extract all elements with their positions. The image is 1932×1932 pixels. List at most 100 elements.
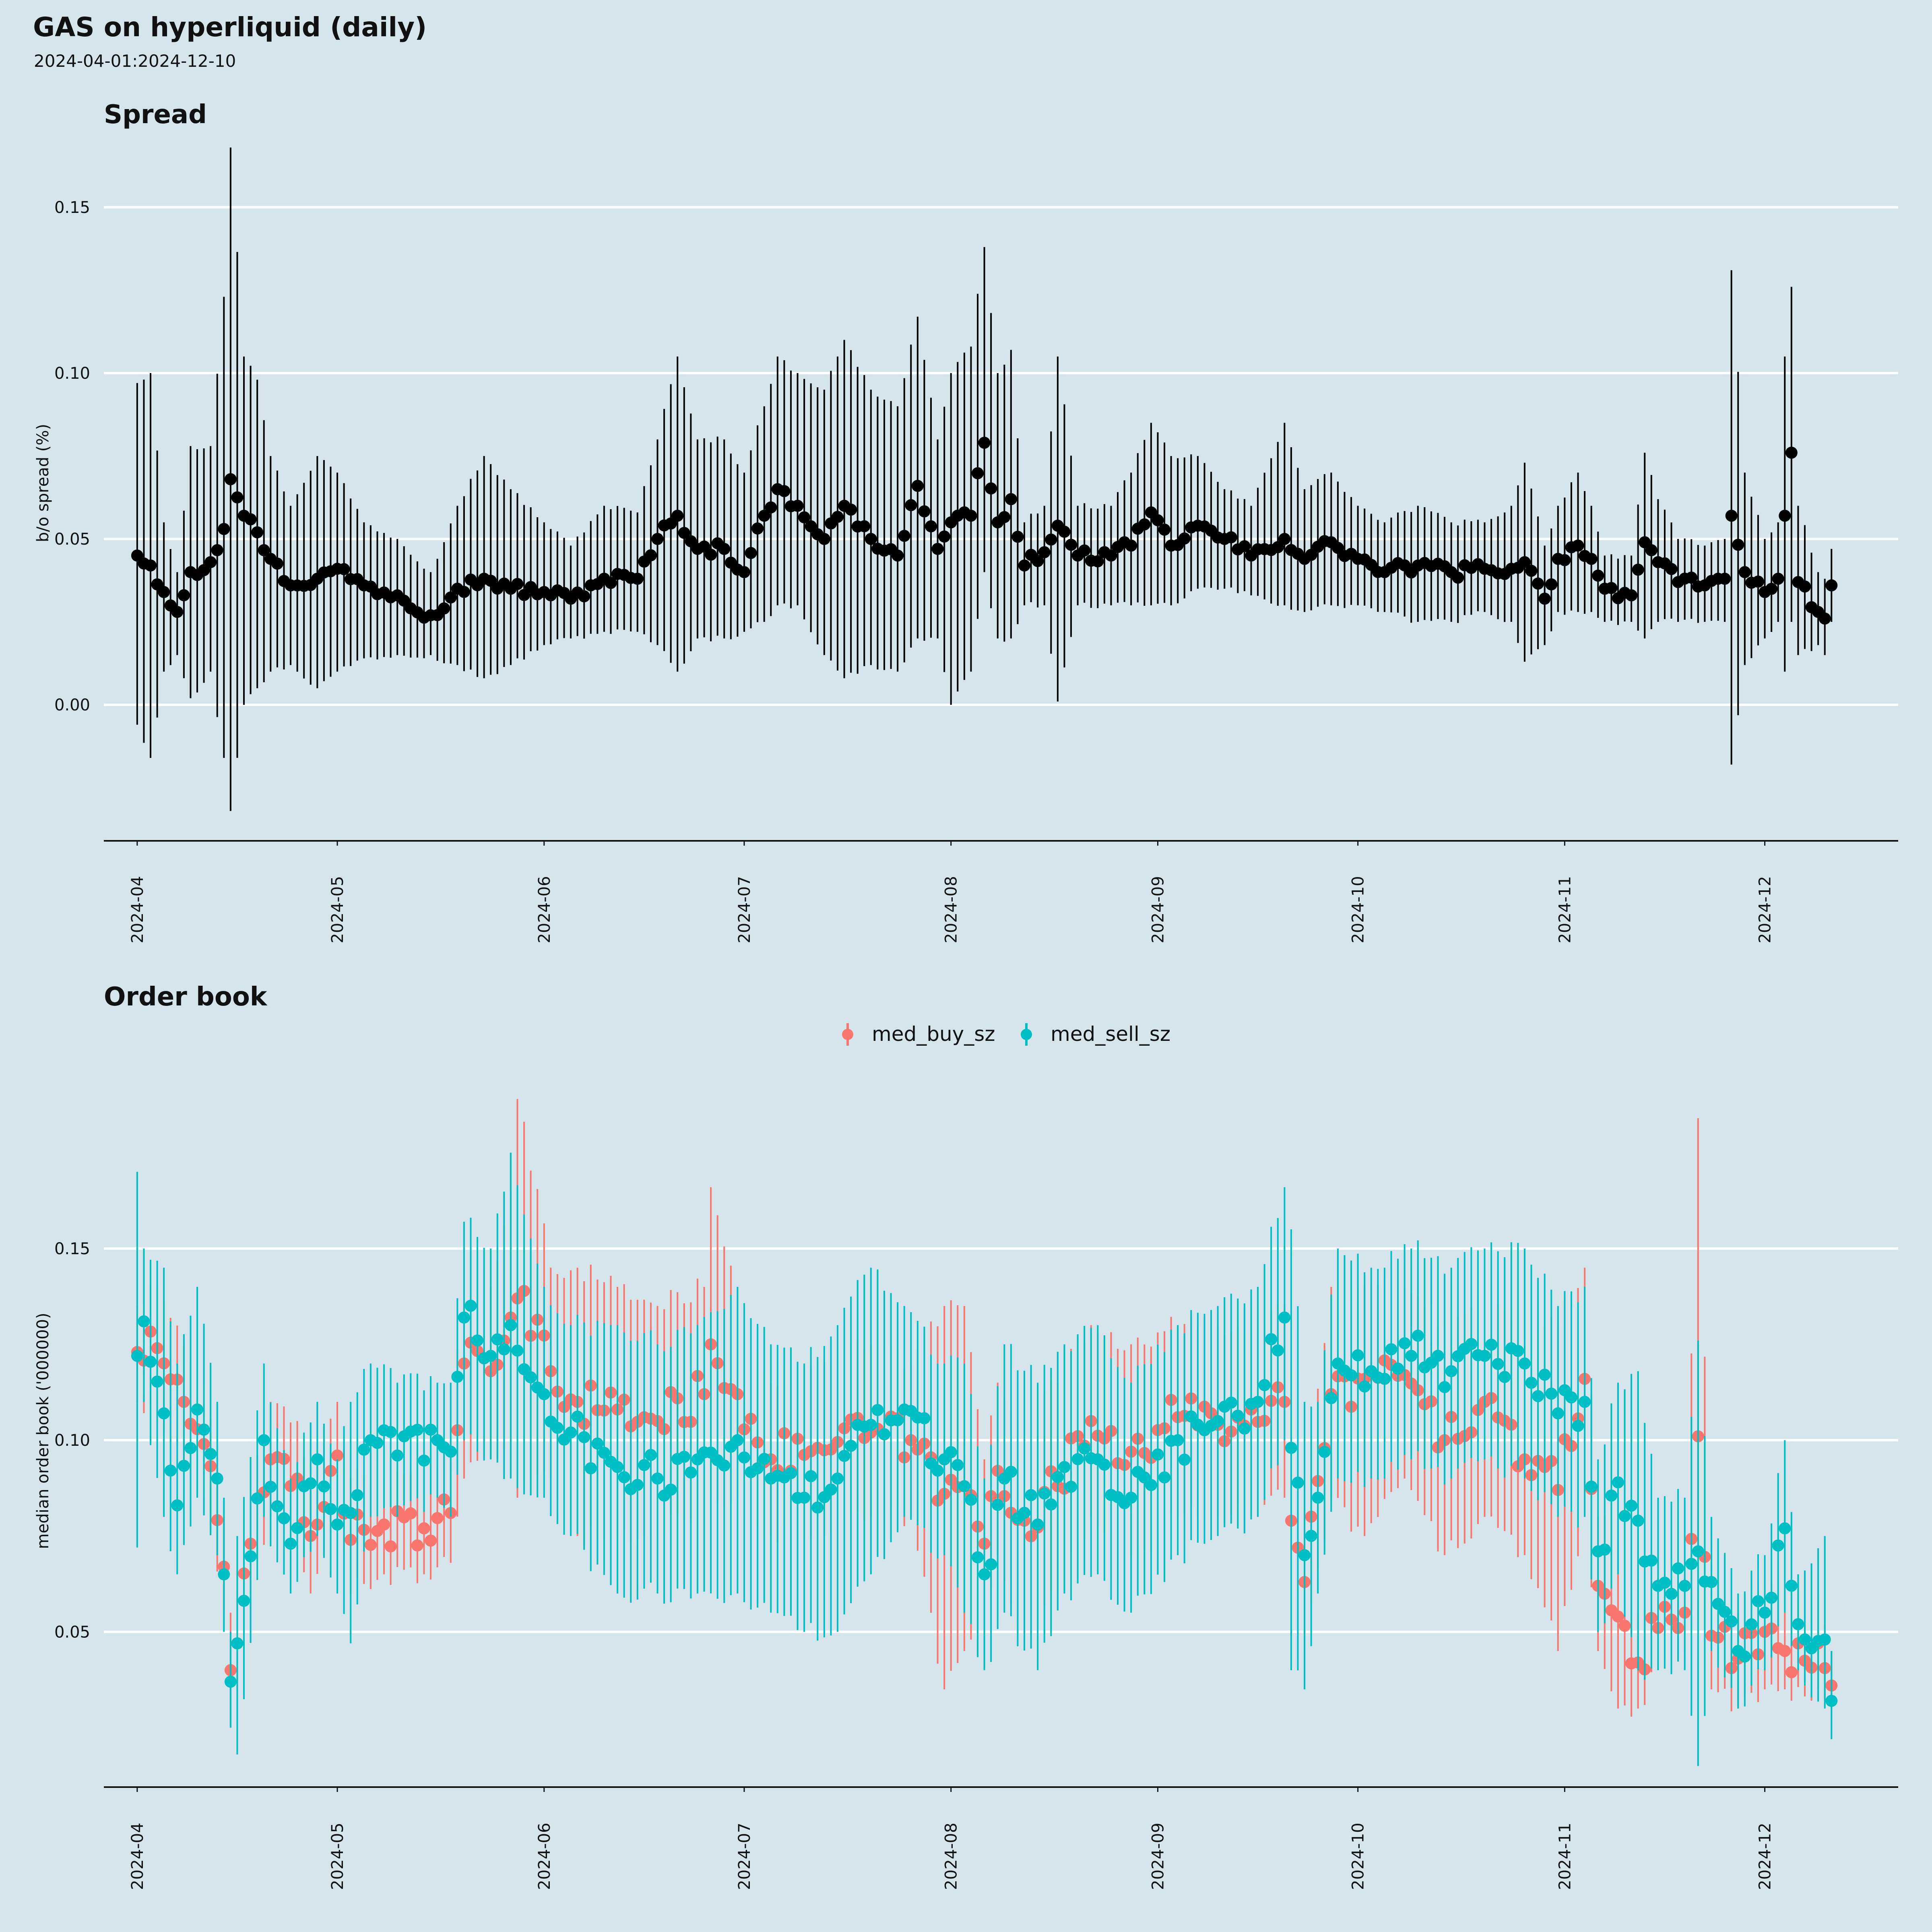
med-sell-sz-point (1579, 1395, 1591, 1408)
med-sell-sz-point (485, 1350, 497, 1362)
med-sell-sz-point (1545, 1387, 1558, 1400)
med-sell-sz-point (611, 1461, 624, 1473)
med-sell-sz-point (504, 1319, 517, 1331)
med-sell-sz-point (345, 1507, 357, 1519)
med-sell-sz-point (224, 1676, 237, 1688)
med-sell-sz-point (191, 1403, 204, 1416)
med-sell-sz-point (1618, 1510, 1631, 1522)
order-book-x-tick-label: 2024-11 (1556, 1823, 1574, 1890)
med-buy-sz-point (418, 1522, 430, 1535)
med-sell-sz-point (184, 1442, 197, 1454)
med-sell-sz-point (211, 1472, 223, 1485)
med-sell-sz-point (1678, 1580, 1691, 1592)
med-sell-sz-point (1525, 1377, 1538, 1389)
med-sell-sz-point (784, 1467, 797, 1479)
med-sell-sz-point (1145, 1479, 1157, 1491)
med-sell-sz-point (464, 1300, 477, 1312)
spread-point (578, 590, 590, 603)
med-sell-sz-point (1798, 1633, 1811, 1646)
spread-point (1045, 533, 1057, 546)
order-book-x-tick-label: 2024-08 (942, 1823, 961, 1890)
med-sell-sz-point (285, 1538, 297, 1550)
spread-point (791, 500, 804, 512)
legend-buy-label: med_buy_sz (872, 1022, 995, 1046)
spread-point (858, 520, 871, 533)
spread-point (751, 522, 764, 535)
med-sell-sz-point (1485, 1338, 1498, 1351)
med-sell-sz-point (685, 1466, 697, 1479)
spread-point (1125, 539, 1137, 552)
order-book-x-tick-label: 2024-07 (735, 1823, 754, 1890)
spread-panel: Spread 0.000.050.100.15 2024-04 2024-05 20… (34, 100, 1898, 943)
med-sell-sz-point (805, 1470, 817, 1482)
med-sell-sz-point (991, 1499, 1004, 1511)
med-sell-sz-point (204, 1448, 217, 1460)
spread-point (1632, 564, 1644, 576)
spread-point (511, 578, 524, 590)
med-sell-sz-point (1392, 1362, 1404, 1375)
med-sell-sz-point (1785, 1579, 1798, 1592)
med-sell-sz-point (718, 1459, 731, 1472)
spread-point (1725, 510, 1738, 522)
spread-point (1685, 572, 1698, 584)
spread-point (1572, 539, 1584, 552)
figure-title: GAS on hyperliquid (daily) (33, 12, 427, 43)
med-sell-sz-point (1378, 1373, 1391, 1385)
spread-point (1525, 565, 1538, 577)
spread-x-tick-label: 2024-11 (1556, 876, 1574, 943)
spread-point (938, 530, 951, 543)
legend-sell-swatch-dot (1021, 1029, 1032, 1040)
spread-point (971, 467, 984, 479)
spread-point (244, 513, 257, 526)
spread-point (1331, 542, 1344, 554)
med-sell-sz-point (1685, 1558, 1698, 1570)
spread-point (438, 602, 450, 615)
spread-point (892, 549, 904, 562)
med-sell-sz-point (1312, 1491, 1324, 1504)
med-sell-sz-point (1538, 1368, 1551, 1381)
med-sell-sz-point (1565, 1391, 1577, 1404)
med-sell-sz-point (1325, 1392, 1338, 1404)
spread-x-tick-label: 2024-09 (1149, 876, 1167, 943)
med-sell-sz-point (1772, 1539, 1784, 1552)
order-book-y-tick-labels: 0.05 0.10 0.15 (54, 1240, 90, 1641)
med-sell-sz-point (218, 1568, 230, 1581)
med-sell-sz-point (865, 1419, 877, 1431)
med-sell-sz-point (1752, 1595, 1764, 1608)
spread-point (1011, 530, 1024, 543)
spread-point (1038, 546, 1051, 558)
spread-point (1719, 572, 1731, 585)
spread-point (1625, 589, 1638, 602)
med-buy-sz-point (425, 1534, 437, 1547)
med-sell-sz-point (1552, 1407, 1564, 1420)
med-sell-sz-point (878, 1428, 890, 1441)
spread-point (698, 540, 710, 553)
spread-point (798, 511, 811, 524)
med-sell-sz-point (1412, 1329, 1424, 1342)
med-sell-sz-point (1078, 1442, 1091, 1455)
spread-x-tick-label: 2024-12 (1756, 876, 1775, 943)
med-sell-sz-point (978, 1568, 991, 1581)
med-sell-sz-point (811, 1501, 824, 1514)
med-sell-sz-point (291, 1522, 303, 1534)
med-sell-sz-point (1058, 1461, 1071, 1473)
spread-marks (131, 147, 1838, 811)
med-sell-sz-point (1625, 1499, 1638, 1512)
med-sell-sz-point (1385, 1343, 1397, 1356)
spread-point (718, 543, 731, 555)
med-sell-sz-point (1612, 1476, 1624, 1488)
med-sell-sz-point (1358, 1380, 1371, 1393)
med-sell-sz-point (1692, 1545, 1704, 1558)
spread-point (1032, 555, 1044, 567)
med-sell-sz-point (618, 1471, 630, 1484)
spread-point (1592, 570, 1604, 582)
order-book-x-tick-label: 2024-12 (1756, 1823, 1775, 1890)
med-sell-sz-point (418, 1454, 430, 1467)
med-sell-sz-point (1598, 1543, 1611, 1556)
med-buy-sz-point (1779, 1645, 1791, 1657)
med-sell-sz-point (171, 1499, 184, 1511)
med-sell-sz-point (838, 1450, 850, 1462)
spread-point (485, 574, 497, 587)
med-sell-sz-point (1018, 1507, 1031, 1519)
med-sell-sz-point (1158, 1471, 1171, 1484)
